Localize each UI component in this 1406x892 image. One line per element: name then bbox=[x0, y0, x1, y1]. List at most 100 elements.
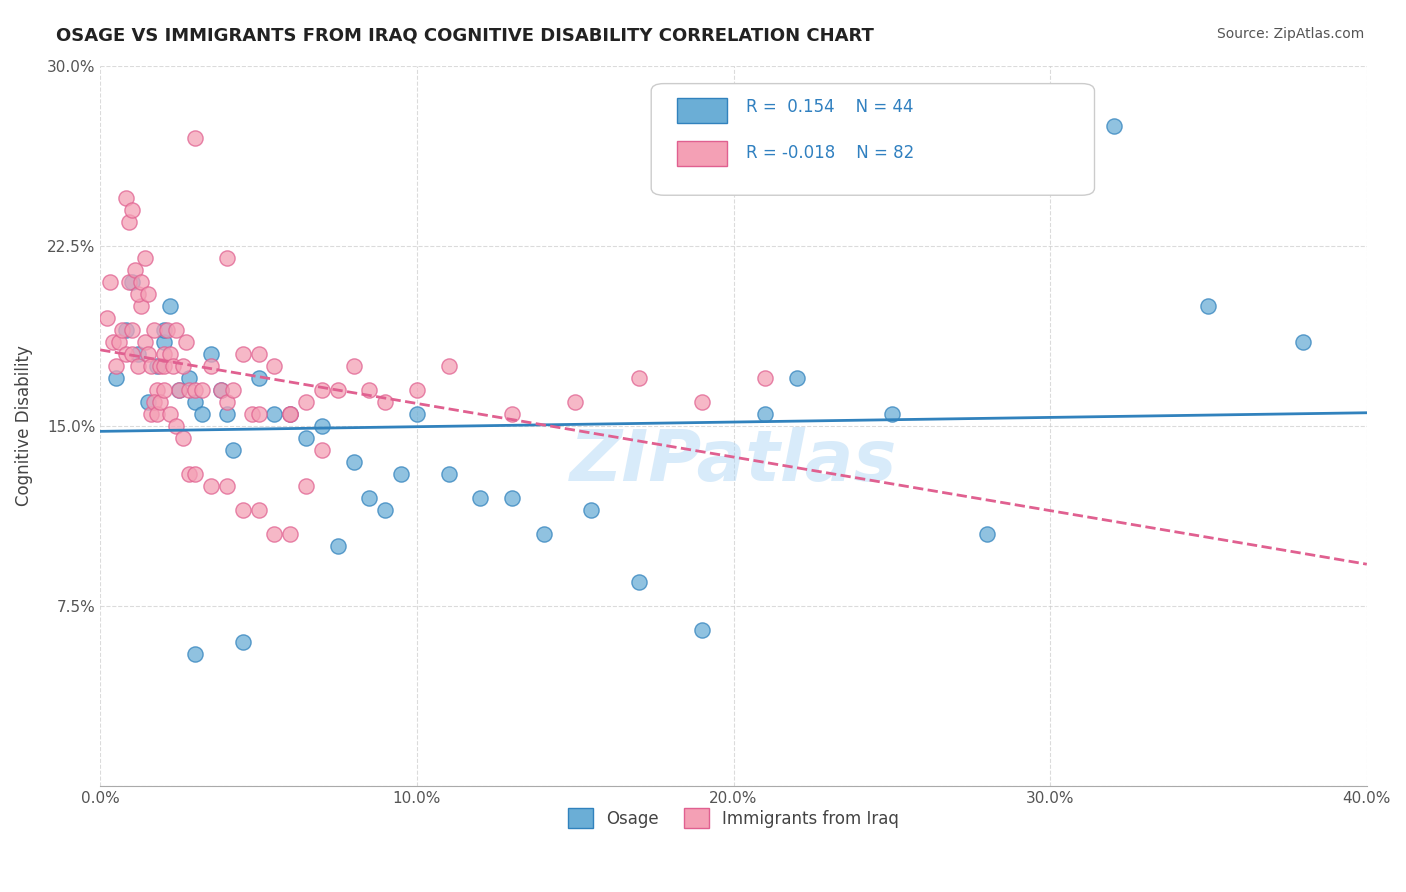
Point bbox=[98, 275, 121, 289]
Point bbox=[184, 130, 207, 145]
Point bbox=[295, 431, 318, 445]
Point bbox=[152, 323, 174, 337]
Point bbox=[200, 346, 222, 360]
Point bbox=[149, 394, 172, 409]
Point bbox=[111, 323, 134, 337]
Point bbox=[146, 407, 169, 421]
Point bbox=[131, 275, 153, 289]
Point bbox=[124, 262, 146, 277]
Point bbox=[96, 310, 118, 325]
Point bbox=[222, 383, 245, 397]
Point bbox=[976, 526, 998, 541]
Point bbox=[247, 346, 270, 360]
Point bbox=[295, 394, 318, 409]
Point bbox=[139, 359, 162, 373]
Point bbox=[437, 467, 460, 481]
Point bbox=[247, 407, 270, 421]
Point bbox=[105, 359, 128, 373]
Point bbox=[159, 346, 181, 360]
Point bbox=[326, 383, 349, 397]
Point bbox=[139, 407, 162, 421]
Point bbox=[114, 323, 136, 337]
Point bbox=[215, 407, 238, 421]
Point bbox=[209, 383, 232, 397]
Point bbox=[177, 467, 200, 481]
Point bbox=[169, 383, 191, 397]
Point bbox=[127, 286, 149, 301]
Point bbox=[1102, 119, 1125, 133]
FancyBboxPatch shape bbox=[676, 98, 727, 123]
Point bbox=[215, 479, 238, 493]
Point bbox=[152, 383, 174, 397]
Point bbox=[200, 359, 222, 373]
Point bbox=[105, 370, 128, 384]
Text: Source: ZipAtlas.com: Source: ZipAtlas.com bbox=[1216, 27, 1364, 41]
Point bbox=[121, 202, 143, 217]
Point bbox=[326, 539, 349, 553]
Point bbox=[200, 479, 222, 493]
Point bbox=[177, 383, 200, 397]
Point bbox=[533, 526, 555, 541]
Point bbox=[311, 383, 333, 397]
Point bbox=[880, 407, 903, 421]
Point bbox=[184, 647, 207, 661]
Point bbox=[579, 502, 602, 516]
Point bbox=[121, 346, 143, 360]
Point bbox=[127, 359, 149, 373]
Text: OSAGE VS IMMIGRANTS FROM IRAQ COGNITIVE DISABILITY CORRELATION CHART: OSAGE VS IMMIGRANTS FROM IRAQ COGNITIVE … bbox=[56, 27, 875, 45]
Point bbox=[232, 346, 254, 360]
Point bbox=[342, 455, 364, 469]
Point bbox=[131, 299, 153, 313]
Point bbox=[172, 431, 194, 445]
Point bbox=[247, 502, 270, 516]
Point bbox=[143, 394, 166, 409]
Point bbox=[134, 334, 156, 349]
Point bbox=[165, 323, 187, 337]
Point bbox=[177, 370, 200, 384]
Point bbox=[690, 394, 713, 409]
Point bbox=[278, 407, 301, 421]
Point bbox=[118, 275, 141, 289]
Point bbox=[311, 418, 333, 433]
Point bbox=[263, 407, 285, 421]
Point bbox=[374, 394, 396, 409]
Point bbox=[190, 383, 212, 397]
Point bbox=[152, 346, 174, 360]
Point bbox=[143, 323, 166, 337]
Point bbox=[406, 407, 429, 421]
Point bbox=[470, 491, 492, 505]
Point bbox=[690, 623, 713, 637]
Point bbox=[172, 359, 194, 373]
Point bbox=[342, 359, 364, 373]
Text: R =  0.154    N = 44: R = 0.154 N = 44 bbox=[747, 98, 914, 116]
Point bbox=[162, 359, 184, 373]
Point bbox=[359, 491, 381, 505]
Point bbox=[389, 467, 412, 481]
Point bbox=[114, 191, 136, 205]
Point bbox=[174, 334, 197, 349]
Point bbox=[232, 502, 254, 516]
Point bbox=[121, 323, 143, 337]
FancyBboxPatch shape bbox=[651, 84, 1094, 195]
Point bbox=[146, 359, 169, 373]
Point bbox=[184, 383, 207, 397]
Point bbox=[215, 251, 238, 265]
Y-axis label: Cognitive Disability: Cognitive Disability bbox=[15, 345, 32, 506]
Point bbox=[152, 359, 174, 373]
Point bbox=[190, 407, 212, 421]
Point bbox=[627, 574, 650, 589]
Point bbox=[165, 418, 187, 433]
Point bbox=[127, 346, 149, 360]
Point bbox=[278, 407, 301, 421]
Point bbox=[278, 407, 301, 421]
Point bbox=[121, 275, 143, 289]
Point bbox=[184, 394, 207, 409]
Point bbox=[136, 394, 159, 409]
Point bbox=[627, 370, 650, 384]
Point bbox=[501, 407, 523, 421]
Point bbox=[159, 407, 181, 421]
Point bbox=[564, 394, 586, 409]
Point bbox=[209, 383, 232, 397]
Point bbox=[247, 370, 270, 384]
Point bbox=[1292, 334, 1315, 349]
